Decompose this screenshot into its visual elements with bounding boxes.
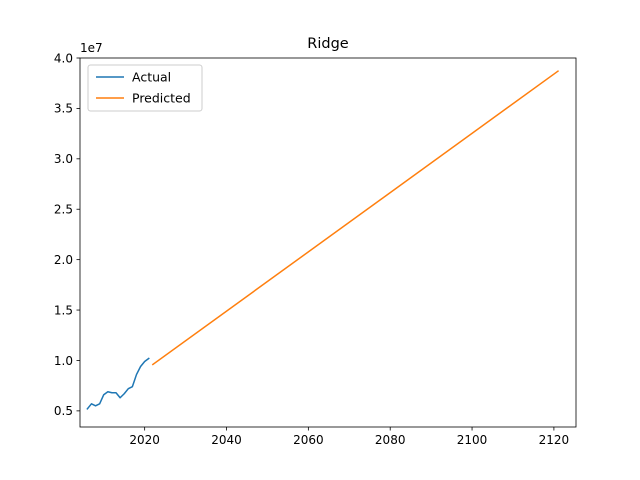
y-tick-label: 1.0 [54, 354, 73, 368]
legend: Actual Predicted [87, 64, 203, 112]
x-tick-label: 2100 [457, 433, 488, 447]
y-tick-label: 0.5 [54, 404, 73, 418]
axes: 2020 2040 2060 2080 2100 2120 0.5 1.0 1.5 2.0 2.5 3… [54, 51, 577, 447]
y-tick-label: 3.0 [54, 152, 73, 166]
y-tick-label: 1.5 [54, 303, 73, 317]
y-tick-label: 2.0 [54, 253, 73, 267]
x-tick-label: 2040 [211, 433, 242, 447]
legend-label-actual: Actual [132, 70, 171, 85]
legend-label-predicted: Predicted [132, 91, 191, 106]
x-tick-label: 2080 [375, 433, 406, 447]
x-tick-label: 2020 [129, 433, 160, 447]
axes-frame [79, 57, 577, 428]
y-tick-label: 2.5 [54, 203, 73, 217]
y-offset-label: 1e7 [80, 41, 103, 55]
series-line-predicted [151, 70, 560, 366]
y-tick-label: 4.0 [54, 51, 73, 65]
x-tick-label: 2060 [293, 433, 324, 447]
x-tick-label: 2120 [539, 433, 570, 447]
y-tick-label: 3.5 [54, 102, 73, 116]
plot-area [86, 70, 560, 410]
chart-title: Ridge [307, 36, 349, 52]
series-line-actual [86, 357, 150, 410]
